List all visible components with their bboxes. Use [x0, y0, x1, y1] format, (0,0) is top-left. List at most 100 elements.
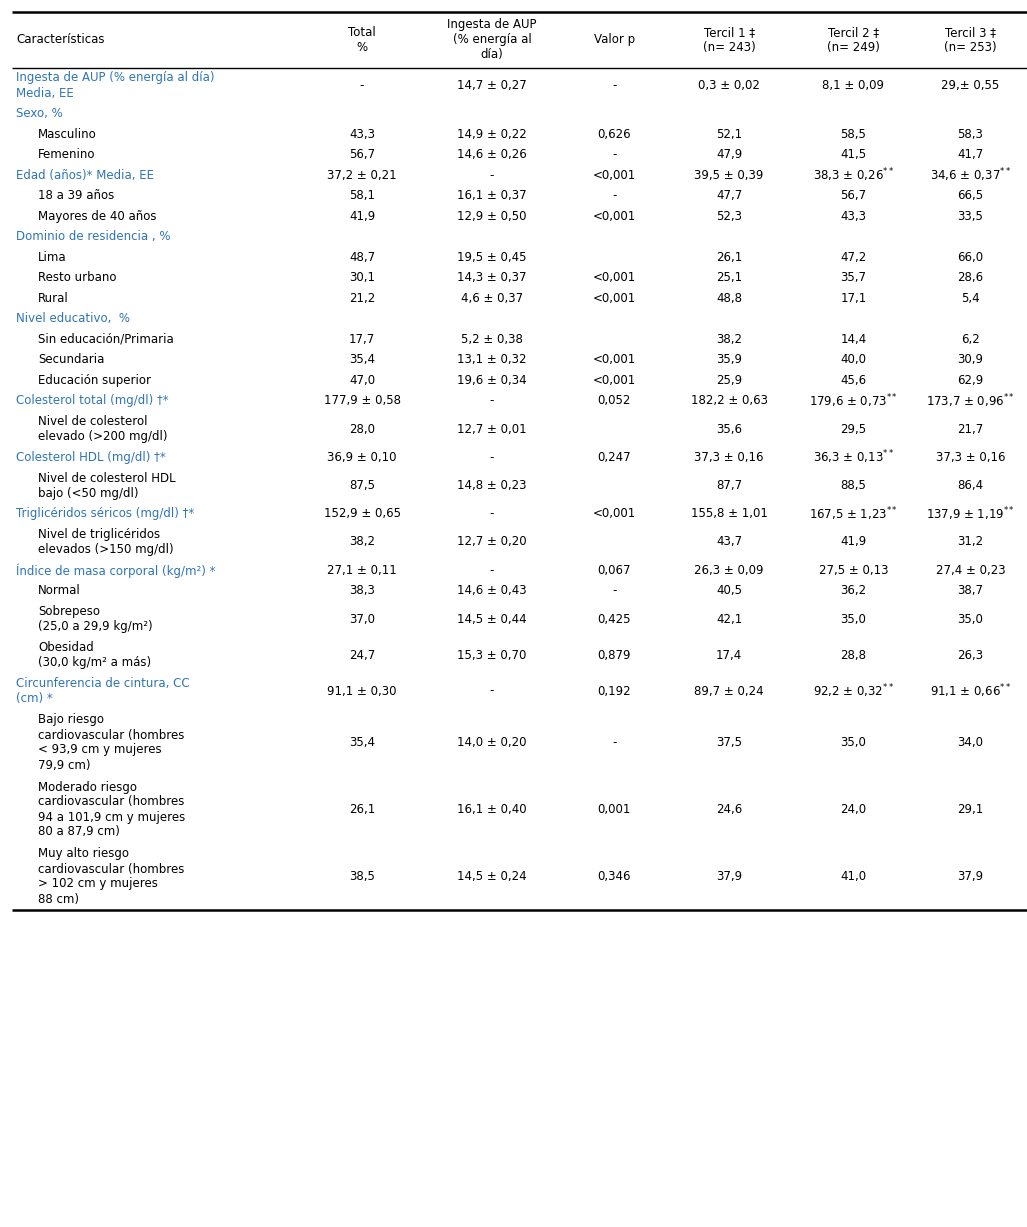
Text: -: - — [490, 563, 494, 577]
Text: 0,192: 0,192 — [598, 685, 631, 697]
Text: 88,5: 88,5 — [840, 479, 867, 492]
Text: Secundaria: Secundaria — [38, 353, 105, 366]
Text: <0,001: <0,001 — [593, 169, 636, 182]
Text: -: - — [612, 148, 616, 161]
Text: 0,626: 0,626 — [598, 128, 631, 141]
Text: 35,0: 35,0 — [957, 612, 984, 626]
Text: 15,3 ± 0,70: 15,3 ± 0,70 — [457, 649, 527, 661]
Text: Índice de masa corporal (kg/m²) *: Índice de masa corporal (kg/m²) * — [16, 563, 216, 578]
Text: 38,3 ± 0,26$^{**}$: 38,3 ± 0,26$^{**}$ — [812, 167, 895, 184]
Text: <0,001: <0,001 — [593, 210, 636, 223]
Text: 16,1 ± 0,40: 16,1 ± 0,40 — [457, 802, 527, 816]
Text: -: - — [490, 450, 494, 464]
Text: 34,6 ± 0,37$^{**}$: 34,6 ± 0,37$^{**}$ — [929, 167, 1012, 184]
Text: -: - — [359, 79, 365, 92]
Text: <0,001: <0,001 — [593, 292, 636, 304]
Text: Edad (años)* Media, EE: Edad (años)* Media, EE — [16, 169, 154, 182]
Text: 30,9: 30,9 — [957, 353, 984, 366]
Text: 35,0: 35,0 — [840, 612, 867, 626]
Text: Sexo, %: Sexo, % — [16, 107, 63, 120]
Text: 17,7: 17,7 — [349, 333, 375, 346]
Text: Educación superior: Educación superior — [38, 374, 151, 387]
Text: 43,3: 43,3 — [840, 210, 867, 223]
Text: -: - — [490, 685, 494, 697]
Text: 14,5 ± 0,24: 14,5 ± 0,24 — [457, 870, 527, 883]
Text: 34,0: 34,0 — [957, 736, 984, 748]
Text: Muy alto riesgo
cardiovascular (hombres
> 102 cm y mujeres
88 cm): Muy alto riesgo cardiovascular (hombres … — [38, 848, 185, 906]
Text: 41,9: 41,9 — [840, 535, 867, 548]
Text: 38,2: 38,2 — [716, 333, 743, 346]
Text: Nivel educativo,  %: Nivel educativo, % — [16, 312, 130, 325]
Text: Sin educación/Primaria: Sin educación/Primaria — [38, 333, 174, 346]
Text: Lima: Lima — [38, 250, 67, 264]
Text: 37,3 ± 0,16: 37,3 ± 0,16 — [694, 450, 764, 464]
Text: 0,879: 0,879 — [598, 649, 631, 661]
Text: 38,2: 38,2 — [349, 535, 375, 548]
Text: Tercil 1 ‡
(n= 243): Tercil 1 ‡ (n= 243) — [702, 26, 756, 54]
Text: 62,9: 62,9 — [957, 374, 984, 387]
Text: 4,6 ± 0,37: 4,6 ± 0,37 — [461, 292, 523, 304]
Text: 86,4: 86,4 — [957, 479, 984, 492]
Text: 14,9 ± 0,22: 14,9 ± 0,22 — [457, 128, 527, 141]
Text: Nivel de triglicéridos
elevados (>150 mg/dl): Nivel de triglicéridos elevados (>150 mg… — [38, 528, 174, 556]
Text: 179,6 ± 0,73$^{**}$: 179,6 ± 0,73$^{**}$ — [809, 391, 898, 410]
Text: 14,5 ± 0,44: 14,5 ± 0,44 — [457, 612, 527, 626]
Text: -: - — [490, 394, 494, 407]
Text: 47,7: 47,7 — [716, 189, 743, 202]
Text: 52,1: 52,1 — [716, 128, 743, 141]
Text: Masculino: Masculino — [38, 128, 98, 141]
Text: <0,001: <0,001 — [593, 271, 636, 285]
Text: 43,3: 43,3 — [349, 128, 375, 141]
Text: 173,7 ± 0,96$^{**}$: 173,7 ± 0,96$^{**}$ — [926, 391, 1015, 410]
Text: Total
%: Total % — [348, 26, 376, 54]
Text: 87,5: 87,5 — [349, 479, 375, 492]
Text: 28,8: 28,8 — [840, 649, 867, 661]
Text: -: - — [612, 736, 616, 748]
Text: Mayores de 40 años: Mayores de 40 años — [38, 210, 157, 223]
Text: 26,1: 26,1 — [349, 802, 375, 816]
Text: 24,0: 24,0 — [840, 802, 867, 816]
Text: 0,067: 0,067 — [598, 563, 631, 577]
Text: 37,0: 37,0 — [349, 612, 375, 626]
Text: Triglicéridos séricos (mg/dl) †*: Triglicéridos séricos (mg/dl) †* — [16, 507, 194, 520]
Text: 37,5: 37,5 — [716, 736, 743, 748]
Text: 42,1: 42,1 — [716, 612, 743, 626]
Text: 29,5: 29,5 — [840, 422, 867, 436]
Text: 8,1 ± 0,09: 8,1 ± 0,09 — [823, 79, 884, 92]
Text: Nivel de colesterol
elevado (>200 mg/dl): Nivel de colesterol elevado (>200 mg/dl) — [38, 415, 167, 443]
Text: 6,2: 6,2 — [961, 333, 980, 346]
Text: 41,5: 41,5 — [840, 148, 867, 161]
Text: 12,7 ± 0,01: 12,7 ± 0,01 — [457, 422, 527, 436]
Text: 39,5 ± 0,39: 39,5 ± 0,39 — [694, 169, 764, 182]
Text: 47,2: 47,2 — [840, 250, 867, 264]
Text: Dominio de residencia , %: Dominio de residencia , % — [16, 231, 170, 243]
Text: 35,7: 35,7 — [840, 271, 867, 285]
Text: 37,9: 37,9 — [716, 870, 743, 883]
Text: 182,2 ± 0,63: 182,2 ± 0,63 — [691, 394, 767, 407]
Text: 26,1: 26,1 — [716, 250, 743, 264]
Text: 14,3 ± 0,37: 14,3 ± 0,37 — [457, 271, 527, 285]
Text: Colesterol HDL (mg/dl) †*: Colesterol HDL (mg/dl) †* — [16, 450, 166, 464]
Text: 47,9: 47,9 — [716, 148, 743, 161]
Text: 5,2 ± 0,38: 5,2 ± 0,38 — [461, 333, 523, 346]
Text: 14,8 ± 0,23: 14,8 ± 0,23 — [457, 479, 527, 492]
Text: <0,001: <0,001 — [593, 353, 636, 366]
Text: 18 a 39 años: 18 a 39 años — [38, 189, 115, 202]
Text: 5,4: 5,4 — [961, 292, 980, 304]
Text: 33,5: 33,5 — [957, 210, 984, 223]
Text: Circunferencia de cintura, CC
(cm) *: Circunferencia de cintura, CC (cm) * — [16, 677, 190, 706]
Text: -: - — [612, 584, 616, 598]
Text: 30,1: 30,1 — [349, 271, 375, 285]
Text: 26,3 ± 0,09: 26,3 ± 0,09 — [694, 563, 764, 577]
Text: Bajo riesgo
cardiovascular (hombres
< 93,9 cm y mujeres
79,9 cm): Bajo riesgo cardiovascular (hombres < 93… — [38, 713, 185, 772]
Text: 24,7: 24,7 — [349, 649, 375, 661]
Text: 66,0: 66,0 — [957, 250, 984, 264]
Text: 26,3: 26,3 — [957, 649, 984, 661]
Text: 29,± 0,55: 29,± 0,55 — [942, 79, 999, 92]
Text: 37,9: 37,9 — [957, 870, 984, 883]
Text: 38,3: 38,3 — [349, 584, 375, 598]
Text: 56,7: 56,7 — [349, 148, 375, 161]
Text: 38,5: 38,5 — [349, 870, 375, 883]
Text: Normal: Normal — [38, 584, 81, 598]
Text: 87,7: 87,7 — [716, 479, 743, 492]
